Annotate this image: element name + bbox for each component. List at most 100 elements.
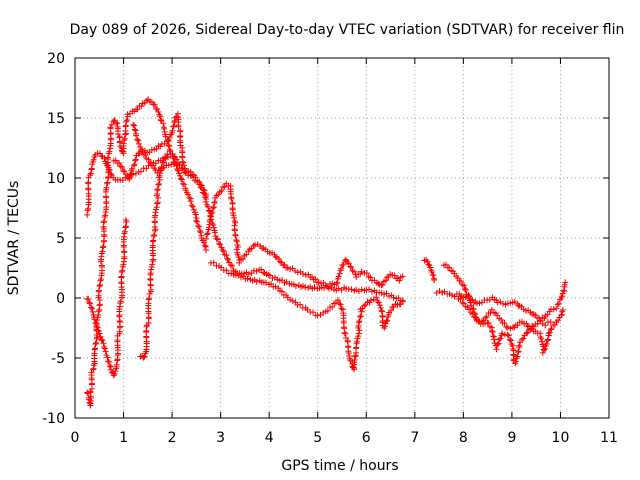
data-point-marker bbox=[390, 294, 397, 301]
data-point-marker bbox=[198, 182, 205, 189]
data-point-marker bbox=[324, 307, 331, 314]
data-point-marker bbox=[376, 302, 383, 309]
data-point-marker bbox=[223, 252, 230, 259]
data-point-marker bbox=[103, 184, 110, 191]
data-point-marker bbox=[546, 329, 553, 336]
x-tick-label: 9 bbox=[507, 430, 516, 446]
data-point-marker bbox=[524, 329, 531, 336]
data-point-marker bbox=[212, 233, 219, 240]
data-point-marker bbox=[168, 161, 175, 168]
data-point-marker bbox=[151, 232, 158, 239]
data-point-marker bbox=[232, 232, 239, 239]
data-point-marker bbox=[310, 309, 317, 316]
data-point-marker bbox=[336, 300, 343, 307]
data-point-marker bbox=[99, 337, 106, 344]
data-point-marker bbox=[430, 272, 437, 279]
data-point-marker bbox=[340, 261, 347, 268]
data-point-marker bbox=[166, 146, 173, 153]
data-point-marker bbox=[151, 101, 158, 108]
data-point-marker bbox=[130, 162, 137, 169]
data-point-marker bbox=[104, 354, 111, 361]
data-point-marker bbox=[542, 345, 549, 352]
data-point-marker bbox=[121, 228, 128, 235]
data-point-marker bbox=[208, 216, 215, 223]
data-point-marker bbox=[93, 340, 100, 347]
data-point-marker bbox=[277, 258, 284, 265]
data-point-marker bbox=[110, 118, 117, 125]
data-point-marker bbox=[105, 358, 112, 365]
data-point-marker bbox=[347, 264, 354, 271]
data-point-marker bbox=[457, 278, 464, 285]
data-point-marker bbox=[550, 306, 557, 313]
data-point-marker bbox=[170, 123, 177, 130]
data-point-marker bbox=[146, 295, 153, 302]
data-point-marker bbox=[194, 218, 201, 225]
data-point-marker bbox=[499, 330, 506, 337]
data-point-marker bbox=[195, 223, 202, 230]
data-point-marker bbox=[337, 301, 344, 308]
data-point-marker bbox=[181, 165, 188, 172]
data-point-marker bbox=[202, 198, 209, 205]
data-point-marker bbox=[355, 330, 362, 337]
data-point-marker bbox=[92, 341, 99, 348]
data-point-marker bbox=[98, 262, 105, 269]
data-point-marker bbox=[154, 106, 161, 113]
data-point-marker bbox=[542, 322, 549, 329]
data-point-marker bbox=[299, 270, 306, 277]
data-point-marker bbox=[367, 297, 374, 304]
data-point-marker bbox=[123, 130, 130, 137]
y-axis-label: SDTVAR / TECUs bbox=[6, 181, 22, 296]
data-point-marker bbox=[106, 363, 113, 370]
data-point-marker bbox=[108, 171, 115, 178]
data-point-marker bbox=[112, 119, 119, 126]
data-point-marker bbox=[209, 209, 216, 216]
data-point-marker bbox=[287, 296, 294, 303]
data-point-marker bbox=[539, 349, 546, 356]
data-point-marker bbox=[123, 118, 130, 125]
data-point-marker bbox=[152, 209, 159, 216]
data-point-marker bbox=[143, 97, 150, 104]
data-point-marker bbox=[523, 330, 530, 337]
data-point-marker bbox=[363, 270, 370, 277]
x-tick-label: 7 bbox=[410, 430, 419, 446]
data-point-marker bbox=[117, 163, 124, 170]
data-point-marker bbox=[338, 265, 345, 272]
data-point-marker bbox=[558, 312, 565, 319]
data-point-marker bbox=[157, 116, 164, 123]
data-point-marker bbox=[512, 358, 519, 365]
data-point-marker bbox=[193, 217, 200, 224]
data-point-marker bbox=[459, 299, 466, 306]
data-point-marker bbox=[491, 336, 498, 343]
data-point-marker bbox=[220, 248, 227, 255]
data-point-marker bbox=[126, 175, 133, 182]
data-point-marker bbox=[101, 343, 108, 350]
data-point-marker bbox=[494, 341, 501, 348]
x-axis-label: GPS time / hours bbox=[281, 458, 398, 474]
data-point-marker bbox=[182, 166, 189, 173]
data-point-marker bbox=[357, 313, 364, 320]
data-point-marker bbox=[543, 340, 550, 347]
data-point-marker bbox=[153, 204, 160, 211]
data-point-marker bbox=[538, 335, 545, 342]
data-point-marker bbox=[131, 126, 138, 133]
data-point-marker bbox=[192, 211, 199, 218]
data-point-marker bbox=[561, 281, 568, 288]
data-point-marker bbox=[399, 273, 406, 280]
data-point-marker bbox=[446, 264, 453, 271]
data-point-marker bbox=[230, 212, 237, 219]
x-tick-label: 8 bbox=[459, 430, 468, 446]
data-point-marker bbox=[108, 121, 115, 128]
data-point-marker bbox=[351, 357, 358, 364]
data-point-marker bbox=[553, 305, 560, 312]
data-point-marker bbox=[155, 108, 162, 115]
data-point-marker bbox=[149, 162, 156, 169]
data-point-marker bbox=[192, 174, 199, 181]
data-point-marker bbox=[181, 181, 188, 188]
data-point-marker bbox=[294, 269, 301, 276]
data-point-marker bbox=[84, 211, 91, 218]
data-point-marker bbox=[185, 191, 192, 198]
chart-title: Day 089 of 2026, Sidereal Day-to-day VTE… bbox=[70, 22, 625, 38]
data-point-marker bbox=[150, 233, 157, 240]
data-point-marker bbox=[472, 314, 479, 321]
data-point-marker bbox=[446, 290, 453, 297]
